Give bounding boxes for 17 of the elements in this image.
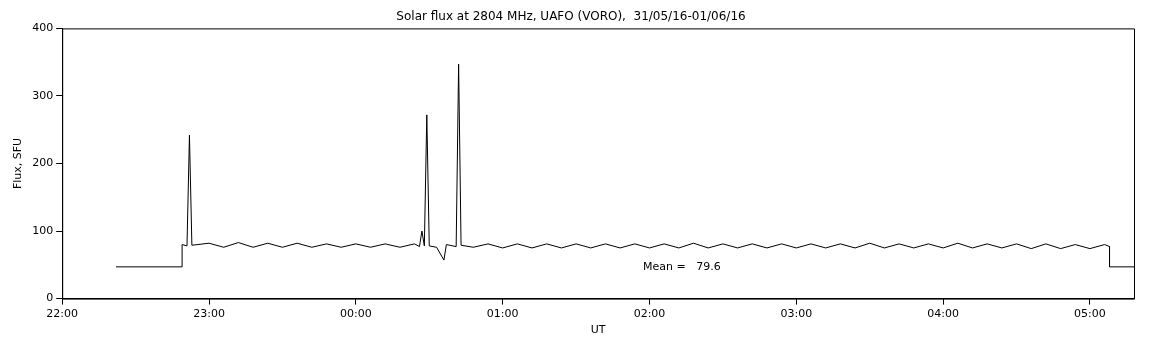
x-tick-label: 02:00 bbox=[633, 307, 666, 321]
y-tick-label: 300 bbox=[32, 88, 54, 102]
annotation: Mean = 79.6 bbox=[643, 260, 721, 274]
x-tick-label: 04:00 bbox=[927, 307, 959, 321]
y-tick-label: 400 bbox=[32, 21, 54, 35]
y-axis-title: Flux, SFU bbox=[11, 137, 25, 190]
x-tick-label: 01:00 bbox=[486, 307, 519, 321]
y-tick-label: 0 bbox=[46, 291, 54, 305]
x-tick-label: 22:00 bbox=[46, 307, 79, 321]
y-tick-label: 100 bbox=[32, 223, 54, 237]
x-tick-label: 05:00 bbox=[1074, 307, 1106, 321]
x-tick-label: 00:00 bbox=[339, 307, 372, 321]
x-tick-label: 23:00 bbox=[193, 307, 225, 321]
y-tick-label: 200 bbox=[32, 156, 54, 170]
chart-title: Solar flux at 2804 MHz, UAFO (VORO), 31/05/16-01/06/16 bbox=[396, 9, 746, 24]
x-axis-title: UT bbox=[590, 323, 606, 337]
x-tick-label: 03:00 bbox=[780, 307, 813, 321]
